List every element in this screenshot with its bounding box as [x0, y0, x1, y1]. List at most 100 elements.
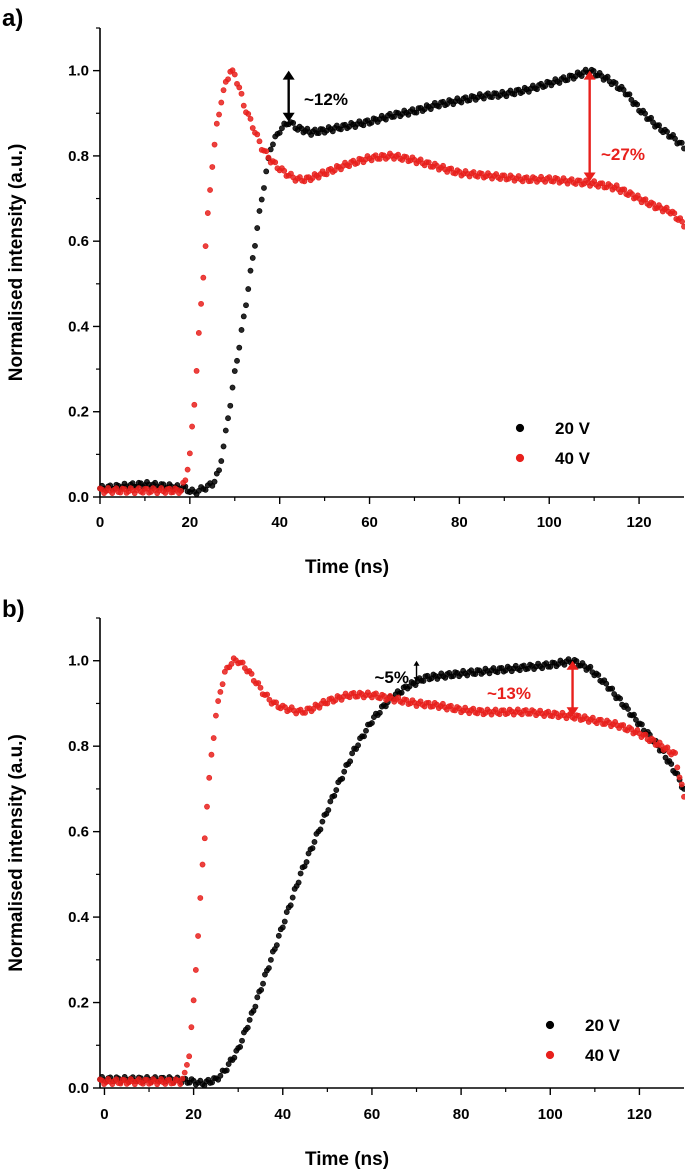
x-tick-label: 100 [538, 1106, 563, 1123]
x-tick-label: 0 [96, 514, 104, 531]
data-point [287, 902, 294, 909]
data-point [349, 750, 356, 757]
data-point [668, 761, 675, 767]
annotation-label: ~5% [375, 668, 410, 687]
y-tick-label: 0.8 [68, 148, 89, 165]
data-point [319, 818, 326, 825]
data-point [201, 835, 208, 842]
data-point [272, 159, 279, 166]
data-point [202, 243, 209, 250]
data-point [595, 672, 602, 678]
data-point [236, 84, 243, 91]
data-point [218, 99, 225, 106]
data-point [679, 218, 685, 225]
data-point [612, 80, 619, 86]
data-point [228, 660, 235, 667]
legend-entry: 40 V [585, 1046, 621, 1065]
data-point [355, 742, 361, 749]
x-tick-label: 0 [100, 1106, 108, 1123]
data-point [225, 76, 231, 83]
annotation-label: ~13% [487, 684, 531, 703]
data-point [275, 932, 282, 939]
panel-label: a) [2, 5, 23, 32]
data-point [217, 688, 224, 695]
data-point [239, 659, 246, 666]
series-20-v [97, 66, 685, 498]
series-40-v [97, 655, 685, 1088]
legend-entry: 20 V [585, 1016, 621, 1035]
data-point [626, 91, 633, 98]
data-point [266, 965, 272, 971]
data-point [590, 68, 597, 74]
data-point [297, 870, 304, 877]
data-point [234, 357, 240, 364]
data-point [192, 967, 199, 973]
data-point [181, 1069, 188, 1076]
data-point [239, 1037, 245, 1044]
data-point [625, 706, 631, 712]
data-point [207, 187, 213, 193]
x-tick-label: 40 [271, 514, 288, 531]
data-point [184, 1061, 190, 1068]
data-point [191, 401, 198, 408]
panel-b: 0 20 40 60 80 100 120 0.0 0.2 0.4 0.6 0.8 1.0 Time (n… [2, 596, 685, 1170]
annotation-arrow [282, 70, 295, 122]
data-point [179, 1075, 186, 1082]
annotation-label: ~27% [601, 145, 645, 164]
y-tick-label: 0.2 [68, 404, 89, 421]
data-point [642, 110, 648, 117]
x-tick-label: 40 [274, 1106, 291, 1123]
legend-marker [515, 423, 525, 433]
data-point [398, 689, 405, 696]
data-point [219, 681, 226, 688]
data-point [325, 807, 332, 813]
data-point [252, 242, 258, 249]
data-point [672, 135, 678, 142]
data-point [189, 423, 195, 430]
data-point [604, 73, 611, 80]
data-point [681, 793, 685, 800]
annotation-arrow [583, 70, 596, 182]
data-point [327, 798, 334, 805]
data-point [333, 787, 340, 793]
data-point [363, 727, 369, 734]
data-point [273, 942, 280, 949]
data-point [587, 663, 594, 670]
data-point [213, 712, 219, 719]
data-point [231, 368, 238, 374]
data-point [213, 120, 220, 127]
data-point [260, 980, 266, 987]
data-point [204, 210, 211, 216]
data-point [237, 1044, 244, 1050]
data-point [331, 792, 338, 799]
data-point [227, 402, 234, 409]
y-tick-label: 0.8 [68, 738, 89, 755]
data-point [656, 122, 662, 129]
legend-marker [515, 453, 525, 463]
data-point [263, 168, 270, 175]
data-point [347, 758, 354, 765]
data-point [263, 148, 270, 155]
y-tick-label: 0.4 [68, 318, 90, 335]
data-point [249, 255, 256, 261]
x-tick-label: 60 [364, 1106, 381, 1123]
data-point [609, 685, 616, 692]
data-point [258, 196, 265, 203]
data-point [281, 918, 288, 925]
annotation-label: ~12% [304, 90, 348, 109]
data-point [216, 111, 222, 118]
data-point [220, 443, 227, 450]
data-point [270, 141, 276, 148]
y-tick-label: 1.0 [68, 63, 89, 80]
data-point [238, 90, 245, 97]
data-point [261, 185, 267, 191]
data-point [200, 274, 207, 281]
data-point [252, 1003, 259, 1010]
data-point [249, 125, 256, 131]
legend-marker [545, 1050, 555, 1060]
data-point [193, 367, 200, 374]
data-point [225, 415, 231, 422]
y-tick-label: 0.0 [68, 1080, 89, 1097]
data-point [246, 1016, 253, 1023]
